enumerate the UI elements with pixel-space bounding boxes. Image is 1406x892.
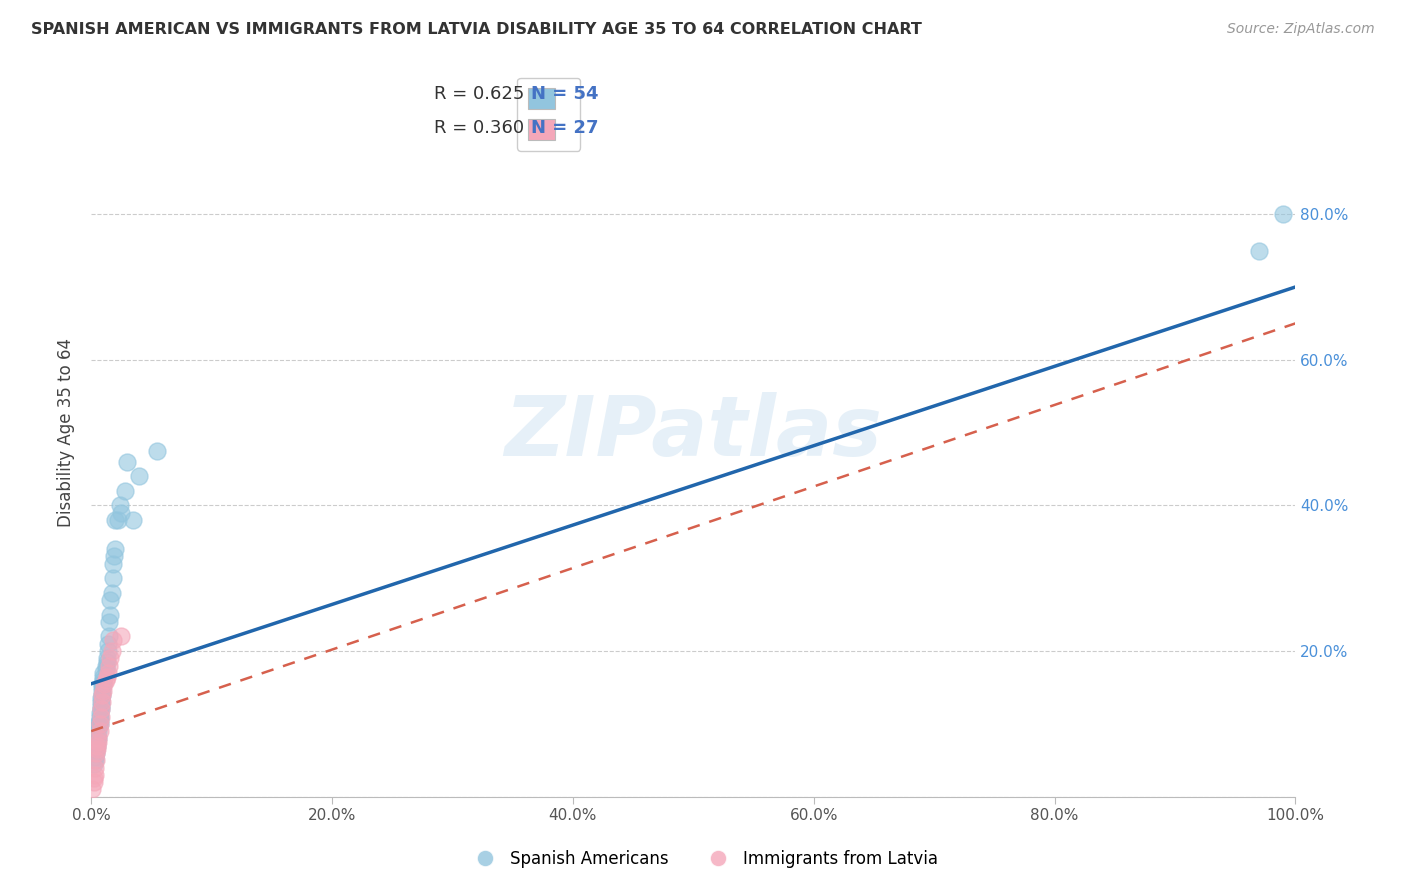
Point (98, 658, 121, 673)
Point (89, 724, 111, 739)
Point (86, 735, 108, 749)
Text: Source: ZipAtlas.com: Source: ZipAtlas.com (1227, 22, 1375, 37)
Point (90, 698, 112, 713)
Point (83, 753, 105, 767)
Point (96, 669, 118, 683)
Point (107, 513, 129, 527)
Point (90, 702, 112, 716)
Point (83, 768, 105, 782)
Legend: Spanish Americans, Immigrants from Latvia: Spanish Americans, Immigrants from Latvi… (461, 844, 945, 875)
Point (87, 721, 110, 735)
Point (89, 713, 111, 727)
Text: N = 54: N = 54 (530, 85, 598, 103)
Text: N = 27: N = 27 (530, 120, 598, 137)
Point (86, 739, 108, 753)
Point (86, 739, 108, 753)
Point (90, 695, 112, 709)
Point (87, 731, 110, 746)
Point (94, 658, 117, 673)
Point (89, 717, 111, 731)
Point (94, 662, 117, 676)
Point (82, 782, 104, 797)
Point (83, 760, 105, 774)
Point (128, 469, 150, 483)
Point (110, 506, 132, 520)
Point (97, 644, 120, 658)
Point (90, 691, 112, 706)
Point (100, 651, 122, 665)
Point (86, 742, 108, 756)
Point (87, 735, 110, 749)
Point (1249, 244, 1271, 258)
Point (83, 772, 105, 786)
Point (86, 731, 108, 746)
Point (91, 688, 114, 702)
Point (93, 677, 115, 691)
Point (91, 688, 114, 702)
Point (101, 571, 124, 585)
Point (97, 637, 120, 651)
Point (84, 753, 107, 767)
Point (83, 756, 105, 771)
Point (90, 702, 112, 716)
Point (100, 607, 122, 622)
Point (101, 557, 124, 571)
Y-axis label: Disability Age 35 to 64: Disability Age 35 to 64 (58, 338, 75, 527)
Text: R = 0.360: R = 0.360 (434, 120, 524, 137)
Point (84, 742, 107, 756)
Point (91, 684, 114, 698)
Point (108, 499, 131, 513)
Point (89, 709, 111, 723)
Text: SPANISH AMERICAN VS IMMIGRANTS FROM LATVIA DISABILITY AGE 35 TO 64 CORRELATION C: SPANISH AMERICAN VS IMMIGRANTS FROM LATV… (31, 22, 922, 37)
Point (96, 651, 118, 665)
Point (87, 724, 110, 739)
Point (84, 746, 107, 760)
Point (87, 717, 110, 731)
Point (100, 644, 122, 658)
Point (91, 695, 114, 709)
Text: R = 0.625: R = 0.625 (434, 85, 524, 103)
Point (91, 677, 114, 691)
Point (100, 586, 122, 600)
Point (98, 630, 121, 644)
Point (96, 655, 118, 669)
Point (91, 665, 114, 680)
Point (91, 681, 114, 695)
Point (146, 443, 169, 458)
Point (98, 615, 121, 629)
Point (83, 775, 105, 789)
Point (1272, 207, 1295, 221)
Point (104, 513, 127, 527)
Point (91, 677, 114, 691)
Point (122, 513, 145, 527)
Point (90, 709, 112, 723)
Point (89, 706, 111, 720)
Point (101, 633, 124, 648)
Point (94, 673, 117, 688)
Point (91, 673, 114, 688)
Point (110, 630, 132, 644)
Point (91, 684, 114, 698)
Point (91, 669, 114, 683)
Point (114, 483, 136, 498)
Point (100, 593, 122, 607)
Point (104, 542, 127, 557)
Legend: , : , (517, 78, 581, 151)
Point (83, 749, 105, 764)
Point (103, 549, 125, 564)
Point (84, 746, 107, 760)
Point (117, 455, 139, 469)
Point (97, 665, 120, 680)
Text: ZIPatlas: ZIPatlas (505, 392, 882, 473)
Point (89, 717, 111, 731)
Point (87, 731, 110, 746)
